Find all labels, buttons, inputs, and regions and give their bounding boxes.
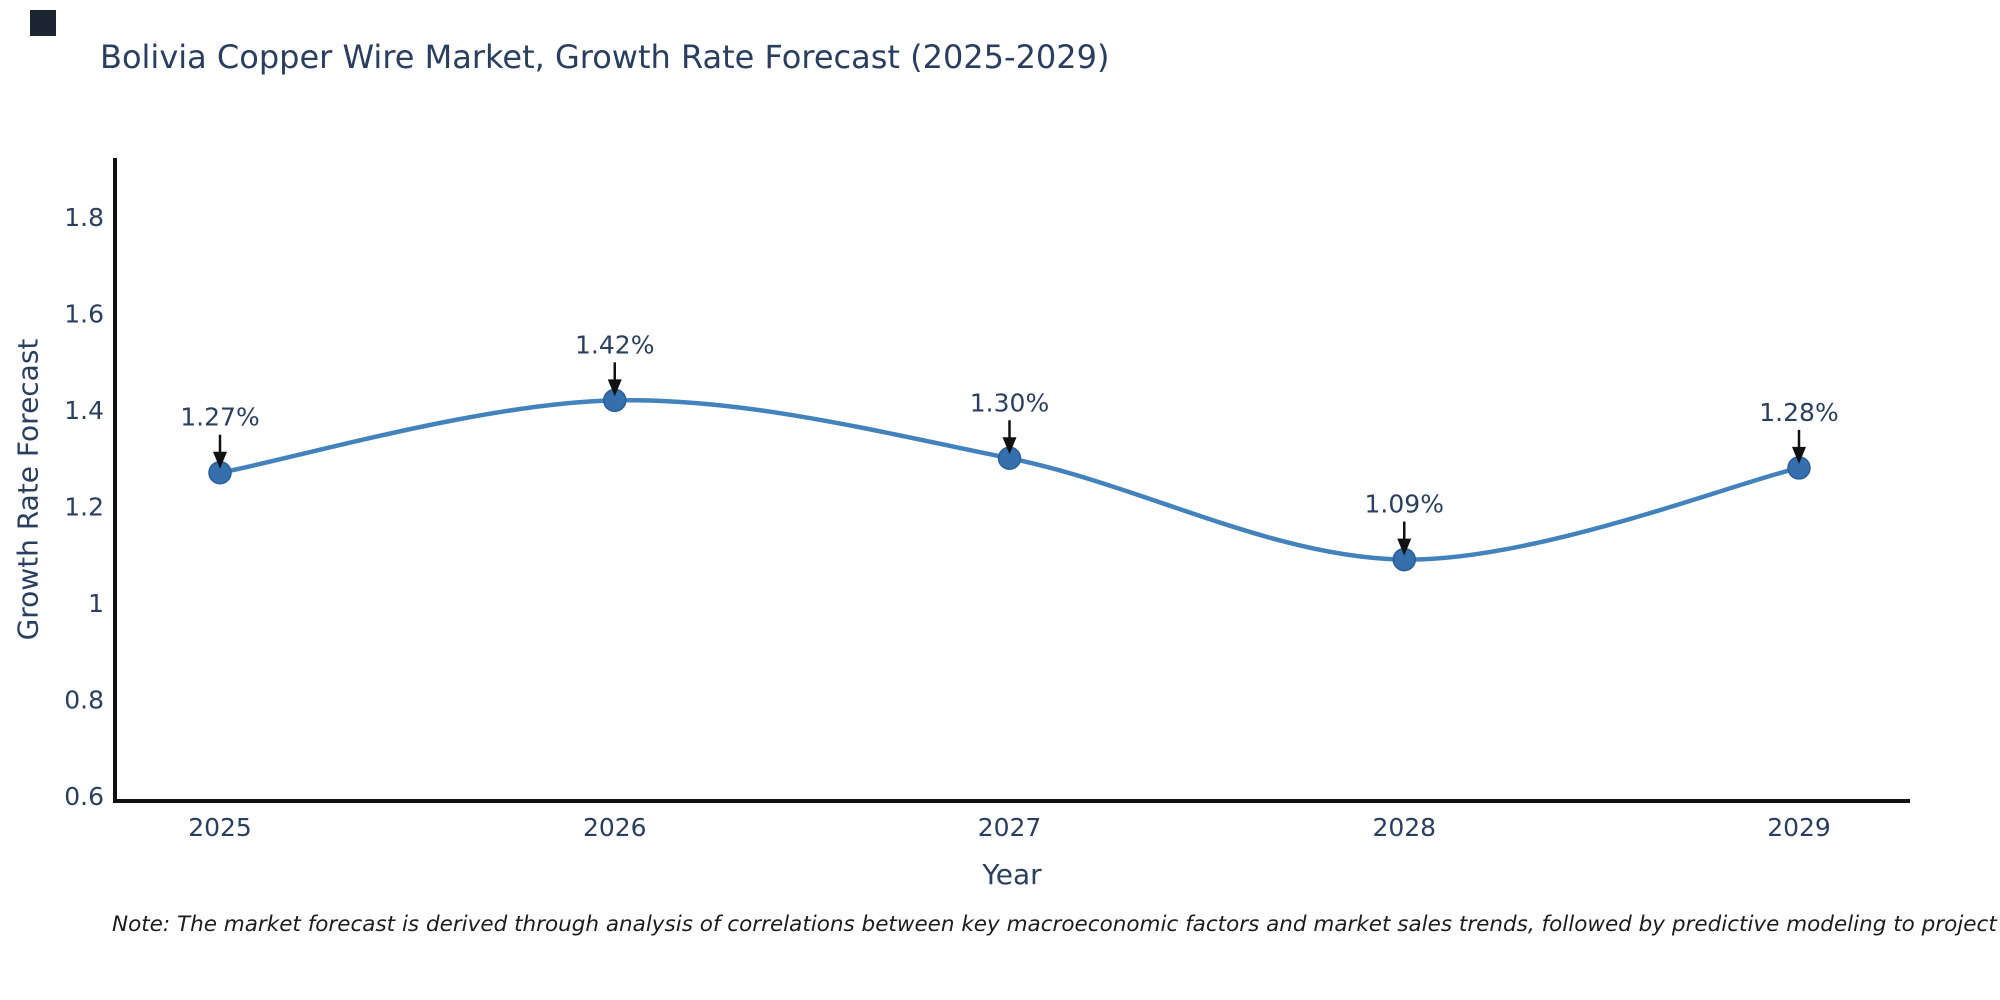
point-value-label: 1.30%	[970, 388, 1049, 417]
annotation-arrowhead-icon	[1397, 538, 1412, 556]
x-tick-label: 2026	[583, 813, 647, 842]
annotation-arrowhead-icon	[213, 451, 227, 469]
point-value-label: 1.28%	[1759, 398, 1838, 427]
y-tick-label: 1.6	[64, 300, 104, 329]
y-tick-label: 0.6	[64, 782, 104, 811]
data-point-markers	[208, 388, 1811, 572]
y-axis-tick-labels: 1.8 1.6 1.4 1.2 1 0.8 0.6	[64, 203, 104, 811]
point-value-label: 1.09%	[1365, 490, 1444, 519]
x-axis-title: Year	[982, 858, 1042, 891]
annotation-arrowhead-icon	[1002, 437, 1017, 455]
x-tick-label: 2029	[1767, 813, 1831, 842]
y-tick-label: 0.8	[64, 686, 104, 715]
x-tick-label: 2028	[1372, 813, 1436, 842]
footnote: Note: The market forecast is derived thr…	[112, 912, 2000, 937]
y-tick-label: 1.4	[64, 396, 104, 425]
point-value-label: 1.27%	[180, 403, 259, 432]
y-tick-label: 1	[88, 589, 104, 618]
x-tick-label: 2025	[188, 813, 252, 842]
chart-title: Bolivia Copper Wire Market, Growth Rate …	[100, 38, 1110, 76]
data-point-annotations: 1.27% 1.42% 1.30% 1.09% 1.28%	[180, 330, 1839, 556]
x-axis-tick-labels: 2025 2026 2027 2028 2029	[188, 813, 1831, 842]
y-tick-label: 1.2	[64, 493, 104, 522]
annotation-arrowhead-icon	[1792, 446, 1806, 464]
y-axis-title: Growth Rate Forecast	[11, 338, 45, 641]
ui-artifact-square	[30, 10, 56, 36]
point-value-label: 1.42%	[575, 330, 654, 359]
x-tick-label: 2027	[978, 813, 1042, 842]
annotation-arrowhead-icon	[607, 379, 622, 397]
y-tick-label: 1.8	[64, 203, 104, 232]
